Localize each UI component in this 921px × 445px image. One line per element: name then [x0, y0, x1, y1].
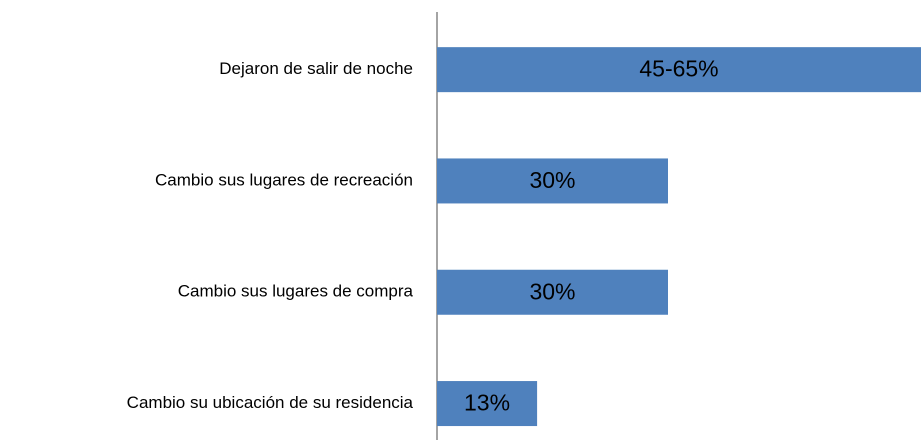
category-label: Dejaron de salir de noche [219, 59, 413, 78]
category-label: Cambio su ubicación de su residencia [127, 393, 414, 412]
category-label: Cambio sus lugares de compra [178, 282, 414, 301]
bar [437, 269, 668, 315]
value-label: 13% [464, 390, 510, 416]
bar [437, 381, 538, 427]
value-label: 30% [529, 167, 575, 193]
bar [437, 47, 921, 93]
value-label: 45-65% [639, 56, 718, 82]
value-label: 30% [529, 278, 575, 304]
bar [437, 158, 668, 204]
category-label: Cambio sus lugares de recreación [155, 170, 413, 189]
